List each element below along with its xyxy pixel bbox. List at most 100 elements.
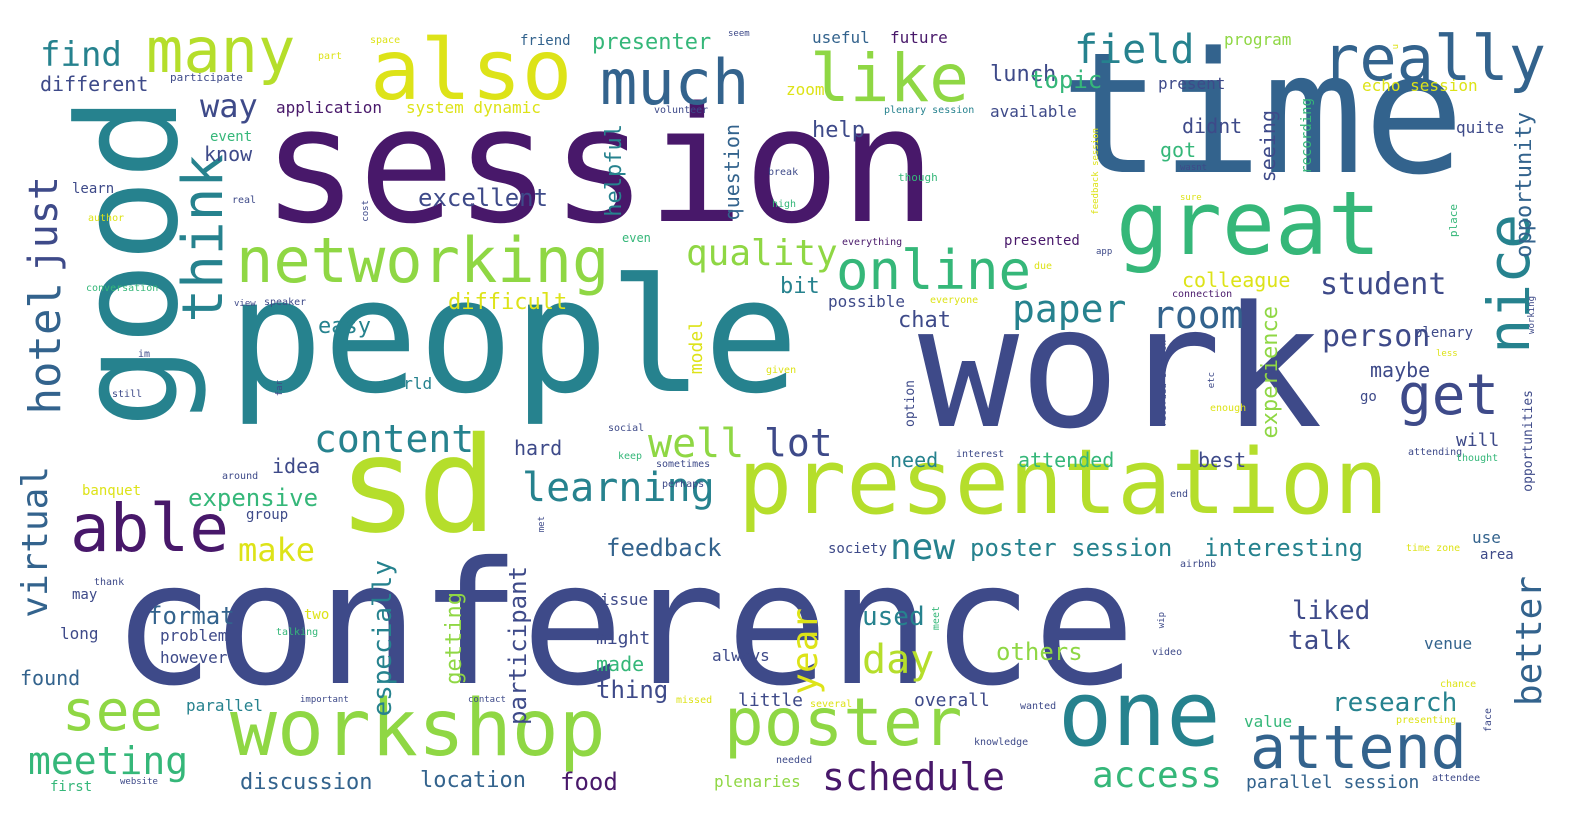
word-plenaries: plenaries: [714, 772, 801, 791]
word-needed: needed: [776, 755, 813, 766]
word-contact: contact: [468, 695, 506, 705]
word-group: group: [246, 507, 289, 523]
word-zoom: zoom: [786, 80, 825, 99]
word-meeting: meeting: [28, 739, 189, 783]
word-overall: overall: [914, 690, 990, 711]
word-learn: learn: [72, 181, 115, 197]
word-people: people: [228, 245, 799, 429]
word-less: less: [1436, 349, 1458, 359]
word-event: event: [210, 129, 253, 145]
word-part: part: [318, 51, 343, 62]
word-always: always: [712, 646, 770, 665]
word-connection: connection: [1172, 289, 1233, 300]
word-just: just: [21, 176, 67, 273]
word-break: break: [768, 167, 799, 178]
word-end: end: [1170, 489, 1189, 500]
word-lunch: lunch: [990, 62, 1057, 87]
word-recording: recording: [1299, 98, 1315, 174]
word-wasnt: wasnt: [1180, 163, 1208, 173]
word-networking: networking: [236, 224, 610, 297]
word-everything: everything: [842, 237, 903, 248]
word-especially: especially: [368, 560, 398, 717]
word-perhaps: perhaps: [662, 479, 705, 490]
word-much: much: [600, 46, 750, 119]
word-got: got: [1160, 138, 1197, 162]
word-future: future: [890, 28, 948, 47]
word-hotel: hotel: [20, 282, 71, 415]
word-paper: paper: [1012, 287, 1127, 331]
word-others: others: [996, 638, 1083, 666]
word-bit: bit: [780, 274, 820, 299]
word-available: available: [990, 102, 1077, 121]
word-airbnb: airbnb: [1180, 559, 1217, 570]
word-possible: possible: [828, 292, 906, 311]
word-model: model: [686, 320, 707, 375]
word-one: one: [1058, 662, 1221, 767]
word-colleague: colleague: [1182, 268, 1291, 292]
word-quite: quite: [1456, 118, 1505, 137]
word-virtual: virtual: [15, 466, 56, 618]
word-problem: problem: [160, 626, 228, 645]
word-didnt: didnt: [1182, 114, 1243, 138]
word-interest: interest: [956, 449, 1005, 460]
word-presented: presented: [1004, 233, 1080, 249]
word-video: video: [1152, 647, 1183, 658]
word-great: great: [1116, 172, 1381, 275]
word-difficult: difficult: [448, 290, 568, 315]
word-face: face: [1483, 708, 1494, 733]
word-though: though: [898, 171, 938, 184]
word-question: question: [720, 124, 744, 221]
word-plenary: plenary: [1414, 325, 1474, 341]
word-maybe: maybe: [1370, 358, 1431, 382]
word-field: field: [1074, 27, 1195, 73]
word-person: person: [1322, 319, 1431, 354]
word-world: world: [384, 374, 433, 393]
word-really: really: [1322, 22, 1546, 95]
word-learning: learning: [522, 465, 715, 511]
word-friend: friend: [520, 33, 571, 49]
word-chat: chat: [898, 308, 951, 333]
word-get: get: [1398, 363, 1500, 428]
word-parallel: parallel: [186, 696, 264, 715]
word-poster: poster: [724, 684, 963, 761]
word-work: work: [918, 270, 1323, 466]
word-presenter: presenter: [592, 30, 712, 55]
word-due: due: [1034, 261, 1053, 272]
word-helpful: helpful: [602, 124, 627, 217]
word-meet: meet: [931, 606, 942, 631]
word-first: first: [50, 779, 93, 795]
word-student: student: [1320, 267, 1447, 302]
word-talk: talk: [1288, 626, 1351, 656]
word-need: need: [890, 448, 939, 472]
word-chance: chance: [1440, 679, 1477, 690]
word-getting: getting: [442, 592, 467, 685]
word-participate: participate: [170, 71, 243, 84]
word-experience: experience: [1258, 306, 1283, 439]
word-liked: liked: [1292, 596, 1371, 626]
word-location: location: [420, 768, 526, 793]
word-etc: etc: [1207, 372, 1217, 389]
word-time-zone: time zone: [1406, 543, 1461, 554]
word-able: able: [70, 490, 229, 567]
word-access: access: [1092, 755, 1223, 796]
word-found: found: [20, 666, 81, 690]
word-idea: idea: [272, 454, 321, 478]
word-also: also: [370, 21, 573, 119]
word-given: given: [766, 365, 797, 376]
word-venue: venue: [1424, 634, 1473, 653]
word-presenting: presenting: [1396, 715, 1457, 726]
word-easy: easy: [318, 314, 371, 339]
word-system-dynamic: system dynamic: [406, 98, 541, 117]
word-lot: lot: [764, 421, 833, 465]
word-discussion: discussion: [240, 770, 373, 795]
word-opportunities: opportunities: [1521, 390, 1536, 492]
word-feedback: feedback: [606, 534, 722, 562]
word-find: find: [40, 35, 122, 75]
word-research: research: [1332, 688, 1458, 718]
word-application: application: [276, 98, 382, 117]
word-attendee: attendee: [1432, 773, 1481, 784]
word-im: im: [138, 349, 151, 360]
word-recorded-session: recorded session: [1159, 340, 1169, 427]
word-option: option: [903, 380, 918, 427]
